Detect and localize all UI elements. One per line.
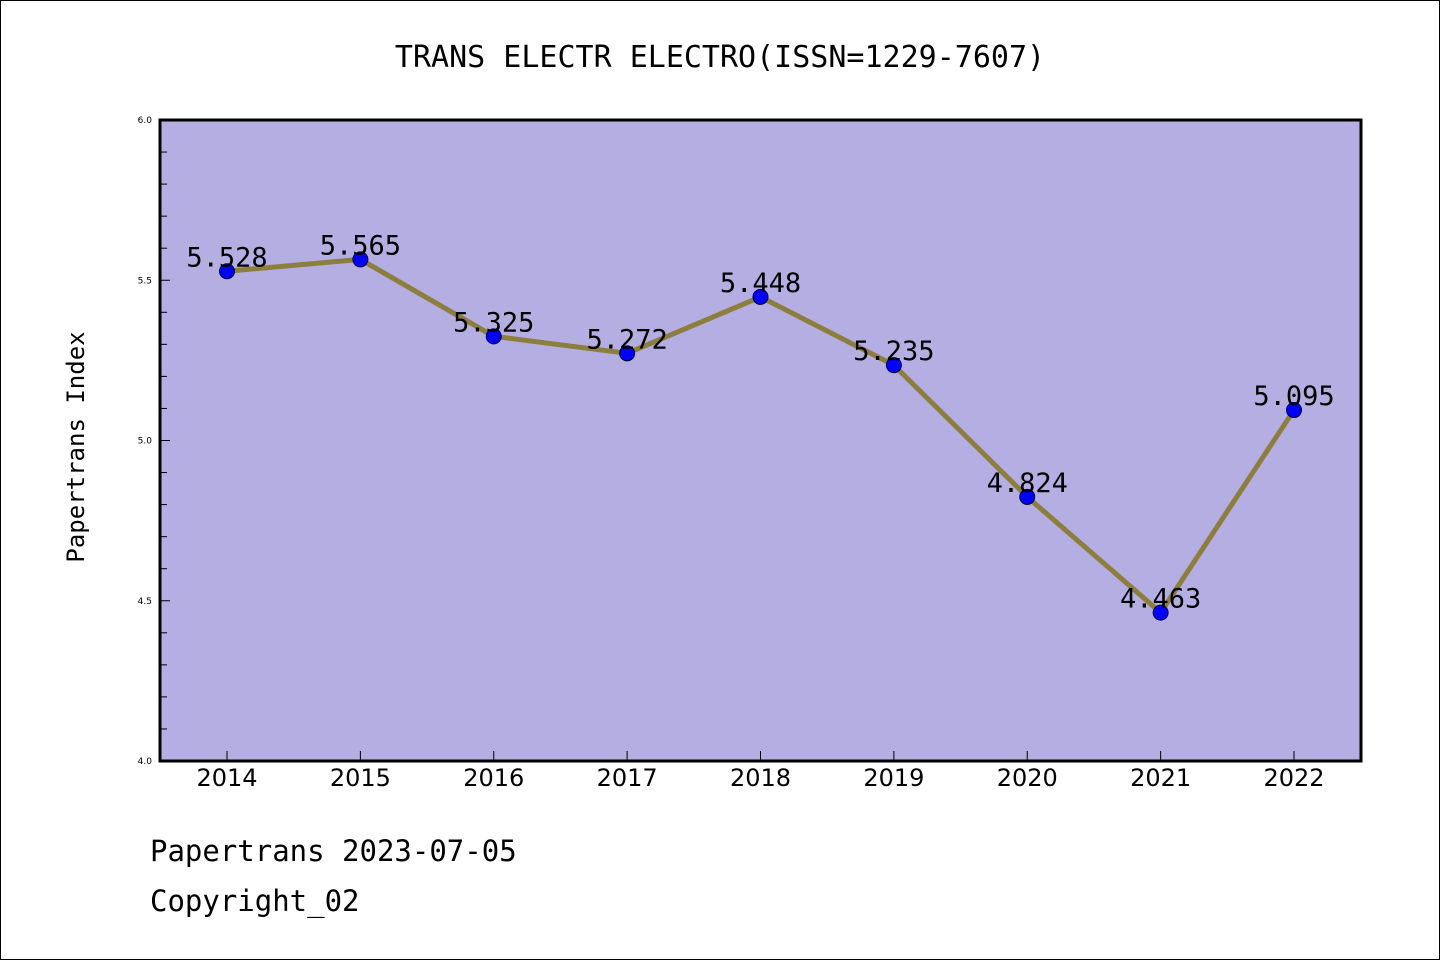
x-tick-label: 2014 [196,764,257,792]
data-markers [219,251,1302,621]
data-point [752,288,769,305]
chart-title: TRANS ELECTR ELECTRO(ISSN=1229-7607) [395,40,1045,75]
plot-area [158,118,1363,763]
y-tick-label: 4.0 [138,757,153,767]
data-point [1152,604,1169,621]
x-tick-label: 2020 [997,764,1058,792]
y-tick-label: 5.0 [138,437,153,447]
data-labels: 5.528 5.565 5.325 5.272 5.448 5.235 4.824 4.463… [186,230,1334,614]
x-tick-label: 2016 [463,764,524,792]
x-tick-label: 2017 [597,764,658,792]
data-point [219,263,235,280]
data-label: 5.272 [586,324,667,355]
footer-copyright: Copyright_02 [150,884,360,918]
data-point [885,357,902,374]
y-axis-label: Papertrans Index [62,331,90,562]
x-tick-label: 2018 [730,764,791,792]
footer-date: Papertrans 2023-07-05 [150,834,517,868]
data-label: 5.528 [186,242,267,273]
y-tick-label: 6.0 [138,116,153,126]
data-point [1019,488,1036,505]
y-axis: 4.0 4.5 5.0 5.5 6.0 [138,116,170,767]
data-point [485,328,502,345]
y-tick-label: 4.5 [138,597,152,607]
data-label: 5.095 [1253,381,1334,412]
data-label: 4.463 [1120,584,1201,615]
data-point [352,251,369,268]
data-label: 5.448 [720,268,801,299]
x-tick-label: 2021 [1130,764,1191,792]
x-axis: 2014 2015 2016 2017 2018 2019 2020 2021 2022 [196,751,1325,792]
data-point [1286,402,1302,419]
data-label: 5.325 [453,307,534,338]
data-point [619,345,636,362]
x-tick-label: 2015 [330,764,391,792]
data-label: 5.565 [320,230,401,261]
x-tick-label: 2022 [1263,764,1324,792]
data-label: 4.824 [987,468,1068,499]
x-tick-label: 2019 [863,764,924,792]
data-label: 5.235 [853,336,934,367]
y-tick-label: 5.5 [138,276,152,286]
